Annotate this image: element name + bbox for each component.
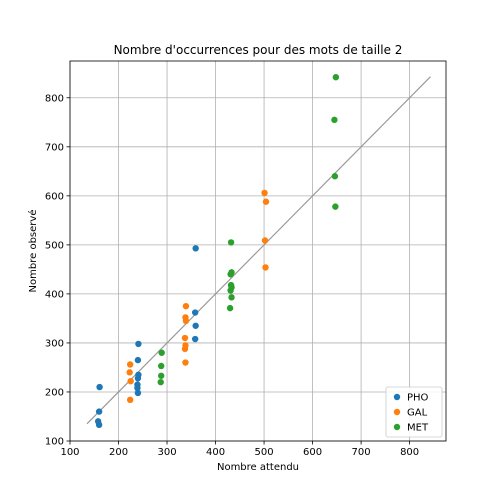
data-point [226, 304, 234, 312]
y-tick-label: 500 [45, 240, 64, 251]
data-point [192, 245, 199, 252]
data-point [191, 335, 199, 343]
data-point [227, 239, 235, 246]
data-point [331, 116, 338, 124]
x-axis-label: Nombre attendu [217, 462, 299, 473]
data-points [94, 73, 340, 429]
data-point [96, 383, 103, 391]
y-tick-label: 700 [45, 142, 64, 153]
data-point [332, 73, 340, 81]
legend-marker-gal [393, 408, 401, 416]
data-point [95, 408, 103, 415]
data-point [181, 334, 189, 342]
y-tick-label: 300 [45, 338, 64, 349]
data-point [261, 189, 268, 197]
data-point [262, 198, 270, 205]
x-tick-label: 300 [157, 447, 176, 458]
data-point [182, 359, 189, 366]
data-point [331, 173, 339, 180]
reference-line [86, 76, 431, 425]
data-point [182, 302, 190, 310]
data-point [158, 349, 165, 356]
legend-box [385, 386, 443, 438]
series-pho [94, 245, 199, 429]
y-tick-label: 600 [45, 191, 64, 202]
data-point [181, 345, 189, 353]
series-met [157, 73, 340, 386]
plot-frame [69, 60, 447, 442]
data-point [191, 309, 199, 316]
x-tick-label: 100 [60, 447, 79, 458]
data-point [332, 203, 339, 210]
data-point [158, 372, 165, 379]
data-point [158, 362, 165, 370]
data-point [227, 287, 234, 294]
legend-label-met: MET [407, 423, 429, 434]
legend-marker-met [393, 423, 401, 431]
y-tick-label: 800 [45, 93, 64, 104]
data-point [127, 377, 134, 385]
data-point [261, 237, 269, 244]
reference-line-group [86, 76, 431, 425]
data-point [135, 340, 142, 348]
data-point [182, 317, 190, 325]
data-point [192, 322, 199, 329]
data-point [134, 356, 142, 364]
legend-marker-pho [393, 393, 401, 401]
chart-title: Nombre d'occurrences pour des mots de ta… [114, 43, 403, 57]
data-point [126, 361, 134, 368]
legend: PHO GAL MET [385, 386, 443, 438]
data-point [95, 421, 103, 429]
data-point [157, 378, 164, 386]
x-tick-label: 600 [303, 447, 322, 458]
series-gal [126, 189, 270, 404]
data-point [227, 271, 234, 278]
data-point [126, 396, 134, 404]
legend-label-gal: GAL [407, 408, 428, 419]
y-tick-label: 400 [45, 289, 64, 300]
x-tick-label: 700 [352, 447, 371, 458]
x-tick-label: 400 [206, 447, 225, 458]
x-tick-label: 200 [109, 447, 128, 458]
y-tick-label: 100 [45, 437, 64, 448]
y-tick-label: 200 [45, 387, 64, 398]
y-axis-label: Nombre observé [27, 210, 39, 293]
data-point [134, 389, 142, 397]
y-axis-ticks: 100 200 300 400 500 600 700 800 [45, 93, 70, 448]
data-point [228, 294, 235, 301]
x-axis-ticks: 100 200 300 400 500 600 700 800 [60, 441, 419, 458]
data-point [126, 369, 133, 376]
data-point [262, 264, 269, 271]
data-point [134, 384, 141, 392]
x-tick-label: 800 [400, 447, 419, 458]
data-point [134, 375, 142, 382]
x-tick-label: 500 [255, 447, 274, 458]
legend-label-pho: PHO [407, 393, 429, 404]
